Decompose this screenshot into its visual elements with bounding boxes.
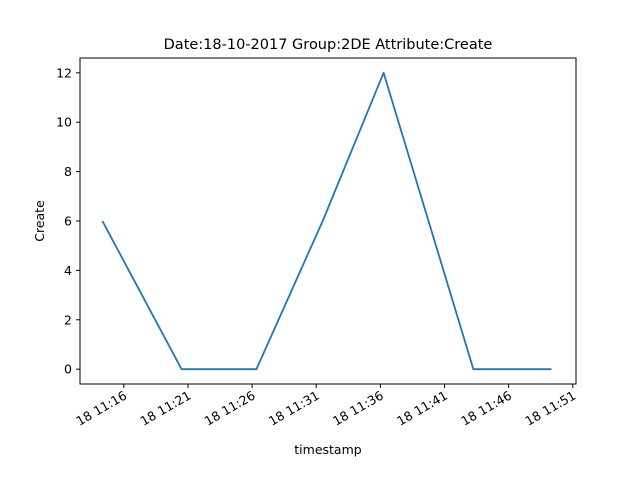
series-line	[101, 71, 552, 371]
y-tick-label: 0	[64, 362, 72, 377]
y-axis-label: Create	[32, 200, 47, 242]
y-tick-label: 12	[56, 65, 72, 80]
x-tick-label: 18 11:26	[202, 388, 258, 429]
plot-frame	[79, 57, 577, 385]
y-tick-label: 4	[64, 263, 72, 278]
x-tick-label: 18 11:36	[330, 388, 386, 429]
x-tick-label: 18 11:41	[394, 388, 450, 429]
y-tick-label: 6	[64, 214, 72, 229]
x-axis: 18 11:16 18 11:21 18 11:26 18 11:31 18 11:36…	[73, 384, 578, 429]
y-tick-label: 10	[56, 115, 72, 130]
x-tick-label: 18 11:21	[138, 388, 194, 429]
x-axis-label: timestamp	[294, 442, 361, 457]
x-tick-label: 18 11:16	[73, 388, 129, 429]
y-axis: 0 2 4 6 8 10 12	[56, 65, 80, 377]
y-tick-label: 2	[64, 312, 72, 327]
chart-title: Date:18-10-2017 Group:2DE Attribute:Crea…	[164, 37, 493, 53]
x-tick-label: 18 11:51	[522, 388, 578, 429]
y-tick-label: 8	[64, 164, 72, 179]
x-tick-label: 18 11:31	[266, 388, 322, 429]
x-tick-label: 18 11:46	[458, 388, 514, 429]
